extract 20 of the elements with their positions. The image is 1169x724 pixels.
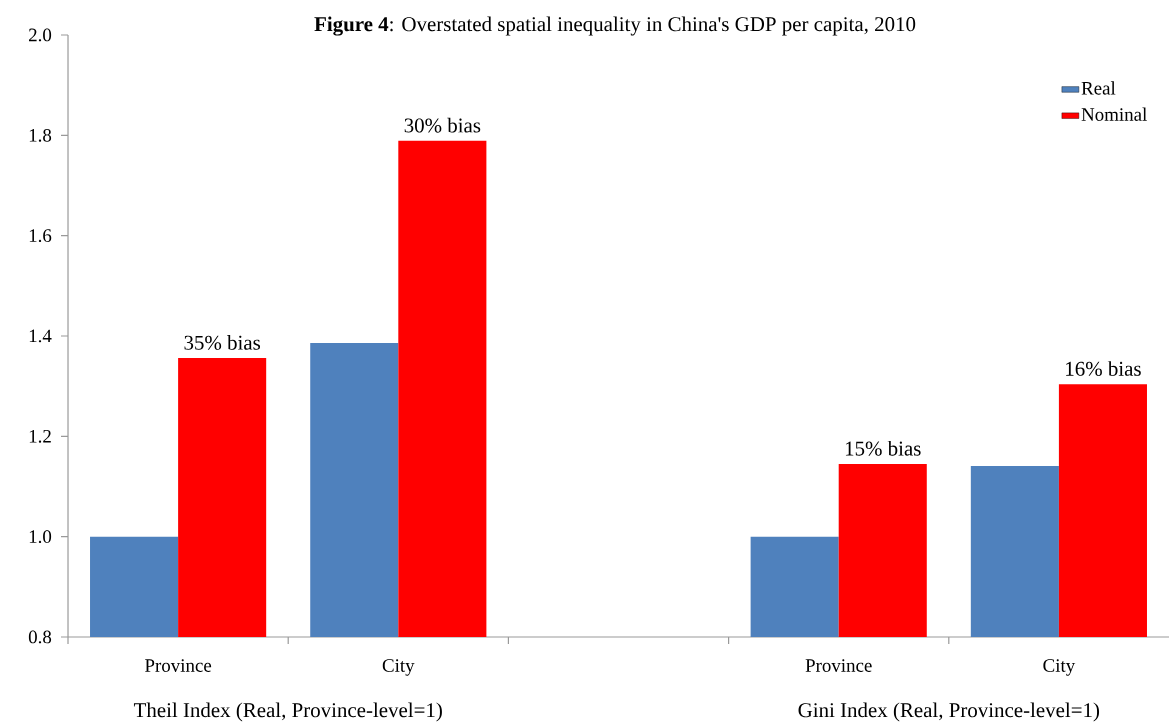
legend-label: Real [1081,81,1116,95]
annotation: 16% bias [1066,361,1141,376]
y-tick-label: 1.0 [29,530,52,544]
x-tick-label: City [382,659,415,676]
annotation: 35% bias [184,335,261,350]
y-tick-label: 1.6 [29,229,52,243]
x-tick-label: Province [805,659,872,672]
x-tick-label: City [1043,659,1076,676]
y-tick-label: 1.2 [29,429,51,443]
y-tick-label: 2.0 [29,28,52,42]
y-tick-label: 1.4 [29,329,52,343]
text: Gini Index (Real, Province-level=1) [798,702,1100,722]
y-tick-label: 0.8 [28,630,52,644]
y-tick-label: 1.8 [29,128,52,142]
chart-title: Figure 4: Overstated spatial inequality in China's GDP per capita, 2010 [314,16,916,36]
legend-label: Nominal [1081,107,1147,121]
annotation: 15% bias [845,440,921,456]
text: Theil Index (Real, Province-level=1) [133,702,442,722]
annotation: 30% bias [404,117,481,133]
x-tick-label: Province [145,659,212,672]
